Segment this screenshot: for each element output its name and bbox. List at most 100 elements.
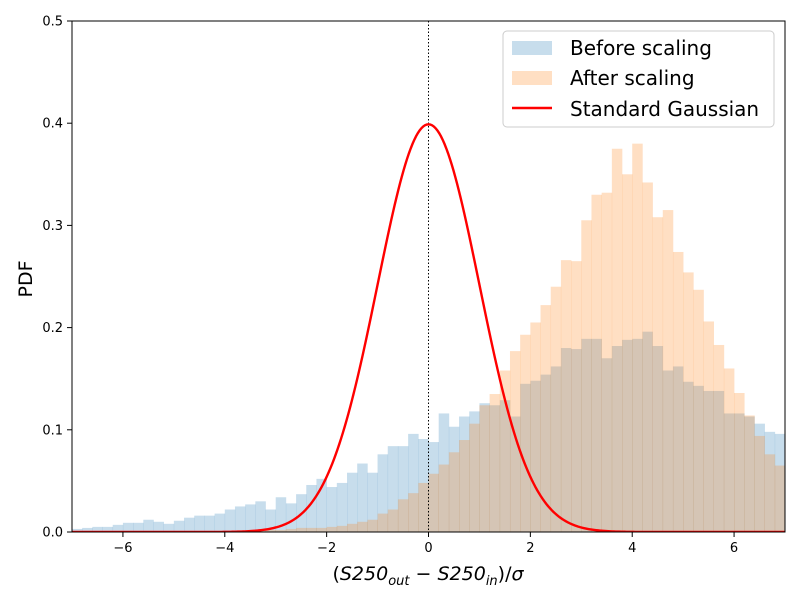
before-scaling-bar	[224, 509, 236, 532]
after-scaling-bars	[234, 143, 785, 532]
before-scaling-bar	[326, 487, 338, 532]
before-scaling-bar	[672, 366, 684, 532]
before-scaling-bar	[448, 426, 460, 532]
x-tick-label: −6	[113, 541, 132, 556]
after-scaling-bar	[703, 321, 714, 532]
after-scaling-bar	[540, 305, 552, 532]
before-scaling-bar	[122, 522, 134, 532]
after-scaling-bar	[611, 148, 623, 532]
before-scaling-bar	[459, 416, 470, 532]
after-scaling-bar	[326, 526, 338, 532]
legend-swatch-after	[512, 71, 552, 85]
after-scaling-bar	[347, 523, 358, 532]
before-scaling-bar	[82, 527, 93, 532]
y-tick-label: 0.4	[42, 117, 63, 132]
before-scaling-bar	[611, 346, 623, 532]
before-scaling-bar	[397, 446, 409, 532]
before-scaling-bar	[112, 524, 124, 532]
after-scaling-bar	[438, 464, 450, 532]
after-scaling-bar	[357, 521, 368, 532]
after-scaling-bar	[255, 530, 266, 532]
before-scaling-bar	[764, 431, 776, 532]
after-scaling-bar	[367, 519, 378, 532]
before-scaling-bar	[408, 433, 419, 532]
before-scaling-bar	[347, 472, 358, 532]
before-scaling-bar	[550, 366, 562, 532]
before-scaling-bar	[173, 520, 185, 532]
after-scaling-bar	[632, 143, 643, 532]
after-scaling-bar	[662, 210, 674, 532]
before-scaling-bar	[530, 380, 541, 532]
after-scaling-bar	[754, 435, 765, 532]
before-scaling-bar	[479, 403, 490, 532]
before-scaling-bar	[92, 526, 103, 532]
after-scaling-bar	[683, 272, 694, 532]
before-scaling-bar	[622, 339, 633, 532]
after-scaling-bar	[672, 251, 684, 532]
before-scaling-bar	[540, 374, 552, 532]
before-scaling-bar	[713, 390, 725, 532]
before-scaling-bar	[774, 433, 785, 532]
before-scaling-bar	[601, 358, 613, 532]
after-scaling-bar	[713, 344, 725, 532]
before-scaling-bar	[509, 416, 521, 532]
before-scaling-bar	[642, 331, 653, 532]
before-scaling-bar	[204, 515, 215, 532]
before-scaling-bar	[245, 504, 256, 532]
after-scaling-bar	[622, 174, 633, 532]
before-scaling-bar	[632, 338, 643, 532]
before-scaling-bar	[438, 413, 450, 532]
after-scaling-bar	[479, 405, 490, 532]
after-scaling-bar	[418, 482, 429, 532]
before-scaling-bar	[581, 338, 592, 532]
after-scaling-bar	[428, 473, 439, 532]
before-scaling-bar	[571, 349, 582, 532]
before-scaling-bar	[693, 385, 704, 532]
after-scaling-bar	[693, 289, 704, 532]
after-scaling-bar	[774, 465, 785, 532]
x-tick-label: 0	[424, 541, 432, 556]
after-scaling-bar	[285, 528, 297, 532]
y-tick-label: 0.3	[42, 219, 63, 234]
before-scaling-bar	[255, 501, 266, 532]
legend-label-after: After scaling	[570, 66, 695, 90]
after-scaling-bar	[459, 440, 470, 532]
after-scaling-bar	[560, 260, 572, 532]
before-scaling-bar	[143, 519, 154, 532]
before-scaling-bar	[734, 413, 745, 532]
before-scaling-bar	[234, 506, 246, 532]
y-axis-ticks: 0.0 0.1 0.2 0.3 0.4 0.5	[42, 15, 72, 541]
y-tick-label: 0.0	[42, 526, 63, 541]
after-scaling-bar	[723, 368, 735, 532]
y-tick-label: 0.2	[42, 321, 63, 336]
before-scaling-bar	[72, 528, 83, 532]
x-tick-label: 2	[526, 541, 534, 556]
after-scaling-bar	[448, 452, 460, 532]
before-scaling-bar	[591, 338, 602, 532]
after-scaling-bar	[306, 527, 317, 532]
x-axis-label: (S250out − S250in)/σ	[332, 563, 524, 589]
before-scaling-bar	[652, 346, 664, 532]
x-tick-label: 6	[730, 541, 738, 556]
x-tick-label: 4	[628, 541, 636, 556]
after-scaling-bar	[652, 217, 664, 532]
after-scaling-bar	[336, 525, 348, 532]
after-scaling-bar	[571, 261, 582, 532]
before-scaling-bar	[336, 482, 348, 532]
before-scaling-bar	[683, 381, 694, 532]
before-scaling-bar	[275, 497, 287, 532]
after-scaling-bar	[642, 182, 653, 532]
before-scaling-bar	[703, 390, 714, 532]
y-tick-label: 0.5	[42, 15, 63, 30]
after-scaling-bar	[275, 529, 287, 532]
before-scaling-bar	[754, 423, 765, 532]
before-scaling-bar	[184, 517, 195, 532]
after-scaling-bar	[499, 370, 511, 532]
before-scaling-bar	[744, 416, 755, 532]
after-scaling-bar	[764, 454, 776, 532]
before-scaling-bar	[133, 522, 144, 532]
before-scaling-bar	[520, 383, 531, 532]
before-scaling-bar	[428, 442, 439, 532]
before-scaling-bar	[489, 405, 501, 532]
